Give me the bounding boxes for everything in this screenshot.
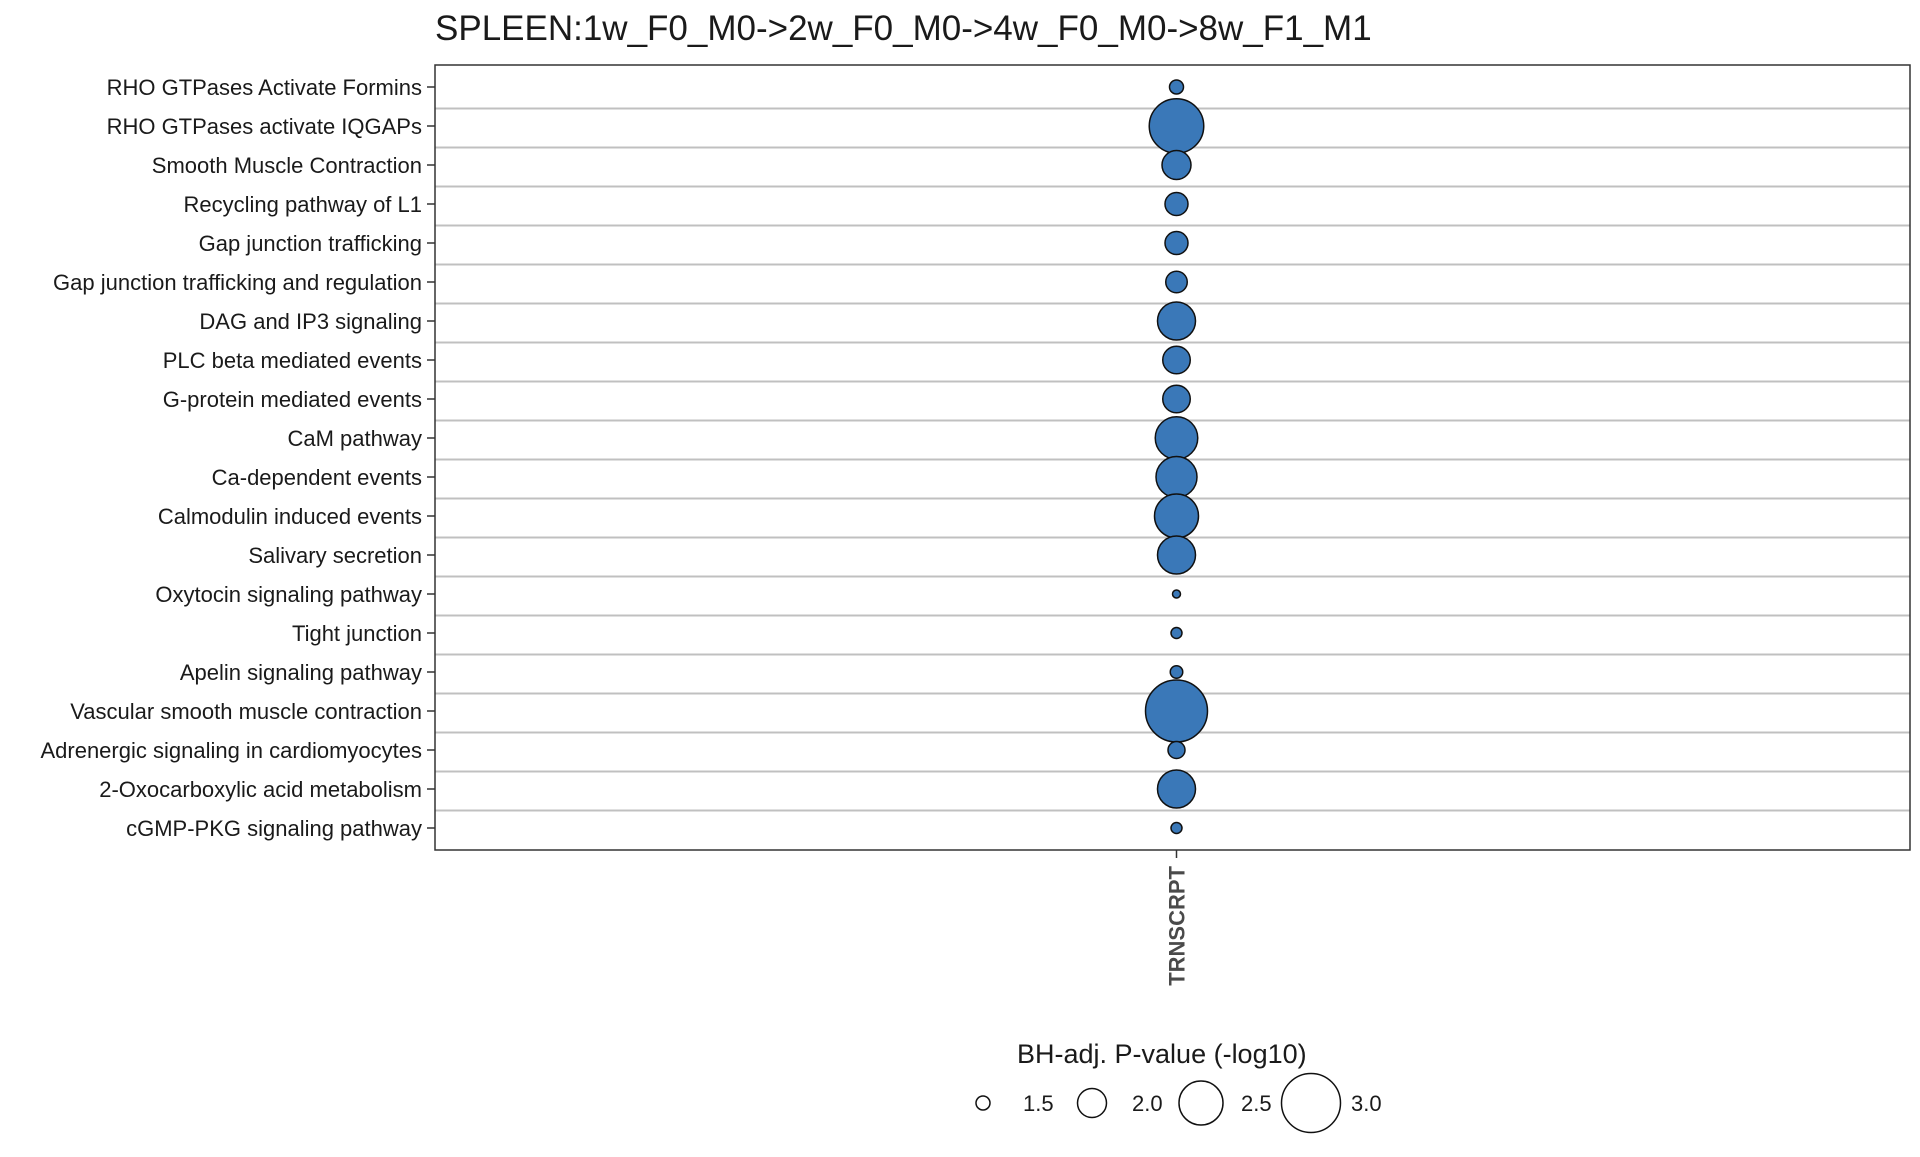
y-tick-label: RHO GTPases Activate Formins: [107, 75, 422, 100]
y-tick-label: Apelin signaling pathway: [180, 660, 422, 685]
legend-key: [1178, 1080, 1224, 1126]
y-tick-label: Adrenergic signaling in cardiomyocytes: [40, 738, 422, 763]
y-tick-label: Gap junction trafficking: [199, 231, 422, 256]
y-axis: RHO GTPases Activate Formins RHO GTPases …: [40, 75, 435, 841]
y-tick-label: Smooth Muscle Contraction: [152, 153, 422, 178]
data-point: [1168, 79, 1185, 95]
legend-key: [1076, 1087, 1108, 1119]
data-point: [1171, 589, 1182, 599]
legend-key: [975, 1095, 991, 1111]
data-point: [1165, 270, 1188, 294]
data-point: [1148, 98, 1205, 154]
y-tick-label: Oxytocin signaling pathway: [155, 582, 422, 607]
size-legend: BH-adj. P-value (-log10) 1.5 2.0 2.5 3.0: [975, 1039, 1382, 1134]
y-tick-label: DAG and IP3 signaling: [199, 309, 422, 334]
data-point: [1154, 416, 1199, 460]
data-points: [1144, 79, 1209, 835]
data-point: [1164, 191, 1189, 217]
chart-title: SPLEEN:1w_F0_M0->2w_F0_M0->4w_F0_M0->8w_…: [435, 9, 1372, 48]
legend-label: 2.0: [1132, 1091, 1163, 1116]
y-tick-label: G-protein mediated events: [163, 387, 422, 412]
data-point: [1162, 345, 1191, 375]
data-point: [1169, 665, 1184, 679]
y-tick-label: Calmodulin induced events: [158, 504, 422, 529]
y-tick-label: RHO GTPases activate IQGAPs: [107, 114, 422, 139]
y-tick-label: cGMP-PKG signaling pathway: [126, 816, 422, 841]
legend-key: [1280, 1072, 1342, 1134]
data-point: [1156, 535, 1197, 575]
data-point: [1170, 626, 1183, 640]
data-point: [1164, 230, 1189, 256]
y-tick-label: CaM pathway: [287, 426, 422, 451]
data-point: [1161, 149, 1192, 181]
plot-panel: [434, 64, 1911, 851]
data-point: [1153, 493, 1200, 539]
legend-label: 3.0: [1351, 1091, 1382, 1116]
y-tick-label: 2-Oxocarboxylic acid metabolism: [99, 777, 422, 802]
data-point: [1156, 769, 1197, 809]
x-axis: TRNSCRPT: [1165, 850, 1190, 986]
x-tick-label: TRNSCRPT: [1165, 865, 1190, 985]
y-tick-label: PLC beta mediated events: [163, 348, 422, 373]
data-point: [1162, 384, 1191, 414]
y-tick-label: Gap junction trafficking and regulation: [53, 270, 422, 295]
y-tick-label: Salivary secretion: [248, 543, 422, 568]
data-point: [1170, 821, 1183, 835]
y-tick-label: Vascular smooth muscle contraction: [70, 699, 422, 724]
data-point: [1144, 679, 1209, 743]
y-tick-label: Recycling pathway of L1: [184, 192, 422, 217]
y-tick-label: Tight junction: [292, 621, 422, 646]
data-point: [1167, 740, 1186, 760]
legend-label: 1.5: [1023, 1091, 1054, 1116]
y-tick-label: Ca-dependent events: [212, 465, 422, 490]
data-point: [1156, 301, 1197, 341]
data-point: [1155, 455, 1198, 499]
legend-label: 2.5: [1241, 1091, 1272, 1116]
legend-title: BH-adj. P-value (-log10): [1017, 1039, 1307, 1069]
